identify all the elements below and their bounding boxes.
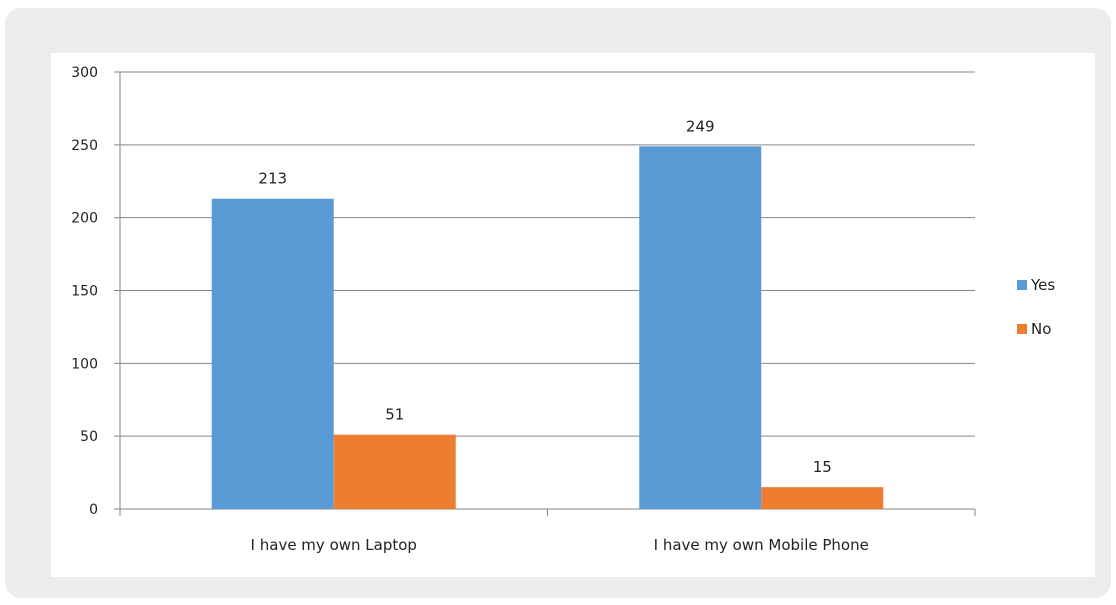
y-tick-label: 250 (71, 138, 98, 154)
legend-swatch-no (1017, 324, 1027, 334)
bar-yes-1 (211, 198, 334, 510)
y-tick-label: 100 (71, 356, 98, 372)
bar-no-1 (333, 434, 456, 509)
y-tick-label: 200 (71, 211, 98, 227)
bar-no-2 (761, 487, 884, 509)
y-tick-label: 150 (71, 284, 98, 300)
y-tick-label: 50 (80, 429, 98, 445)
legend-swatch-yes (1017, 280, 1027, 290)
legend-label-no: No (1031, 320, 1051, 338)
legend-label-yes: Yes (1030, 276, 1055, 294)
y-tick-label: 300 (71, 65, 98, 81)
data-label: 51 (385, 406, 404, 424)
data-label: 213 (258, 170, 287, 188)
data-label: 249 (686, 117, 715, 135)
data-label: 15 (813, 458, 832, 476)
y-tick-label: 0 (89, 502, 98, 518)
x-category-label: I have my own Mobile Phone (654, 536, 869, 554)
chart-frame (5, 8, 1111, 598)
bar-yes-2 (639, 146, 762, 510)
x-category-label: I have my own Laptop (251, 536, 417, 554)
